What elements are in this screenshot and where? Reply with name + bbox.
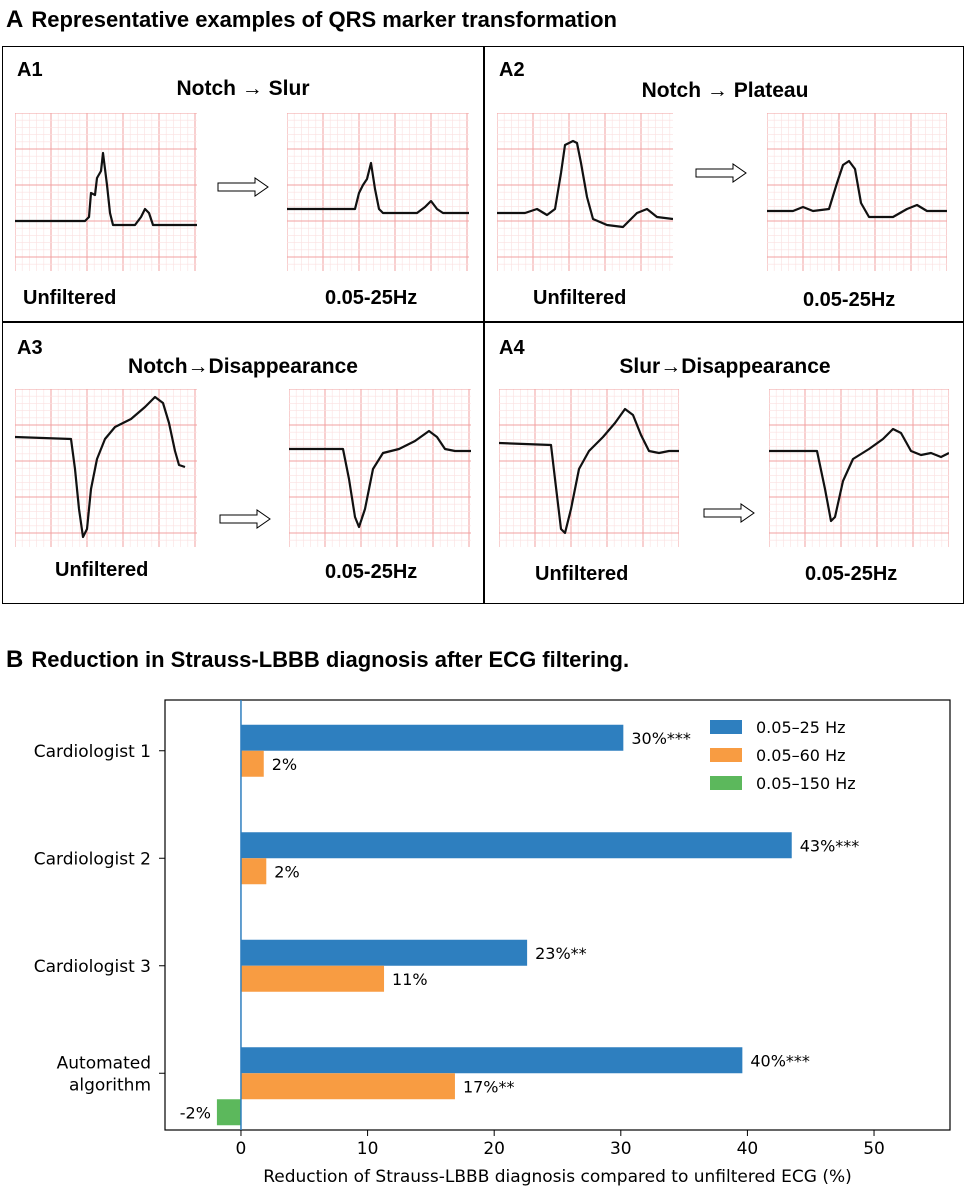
x-tick-label: 50 xyxy=(863,1139,885,1159)
ecg-trace-a3-filtered xyxy=(289,389,471,547)
bar xyxy=(240,724,624,751)
caption-a3-filtered: 0.05-25Hz xyxy=(325,561,418,583)
category-label: Cardiologist 3 xyxy=(34,957,151,977)
arrow-a1 xyxy=(217,177,269,197)
arrow-a4 xyxy=(703,503,755,523)
caption-a3-unfiltered: Unfiltered xyxy=(55,559,149,581)
panel-a3-label: A3 xyxy=(17,337,43,359)
data-label: -2% xyxy=(180,1103,211,1122)
section-a-title: A Representative examples of QRS marker t… xyxy=(6,6,617,34)
data-label: 23%** xyxy=(535,944,587,963)
data-label: 17%** xyxy=(463,1077,515,1096)
data-label: 2% xyxy=(274,862,299,881)
section-b-title: B Reduction in Strauss-LBBB diagnosis aft… xyxy=(6,646,629,674)
bar xyxy=(240,858,267,885)
panel-divider-horizontal xyxy=(3,321,963,323)
category-label: algorithm xyxy=(69,1075,151,1095)
legend-swatch xyxy=(710,776,742,790)
x-tick-label: 20 xyxy=(483,1139,505,1159)
bar xyxy=(240,832,792,859)
x-axis-label: Reduction of Strauss-LBBB diagnosis comp… xyxy=(263,1167,852,1187)
caption-a2-unfiltered: Unfiltered xyxy=(533,287,627,309)
bar xyxy=(240,1047,743,1074)
ecg-trace-a1-unfiltered xyxy=(15,113,197,271)
legend-label: 0.05–150 Hz xyxy=(756,774,856,793)
panel-divider-vertical xyxy=(483,47,485,603)
bar xyxy=(240,939,528,966)
legend-label: 0.05–25 Hz xyxy=(756,718,846,737)
ecg-trace-a4-unfiltered xyxy=(499,389,679,547)
data-label: 2% xyxy=(272,755,297,774)
bar-chart: 30%*** 2% Cardiologist 1 43%*** 2% Cardiologi… xyxy=(34,699,951,1187)
ecg-unfiltered-a1 xyxy=(15,113,197,271)
x-tick-label: 0 xyxy=(236,1139,247,1159)
caption-a1-filtered: 0.05-25Hz xyxy=(325,287,418,309)
panel-a2-title: Notch → Plateau xyxy=(641,79,809,102)
panel-a1-label: A1 xyxy=(17,59,43,81)
ecg-unfiltered-a2 xyxy=(497,113,673,271)
arrow-a3 xyxy=(219,509,271,529)
section-b-title-text: Reduction in Strauss-LBBB diagnosis afte… xyxy=(31,647,630,672)
section-a-title-text: Representative examples of QRS marker tr… xyxy=(31,7,617,32)
ecg-filtered-a3 xyxy=(289,389,471,547)
caption-a2-filtered: 0.05-25Hz xyxy=(803,289,896,311)
ecg-unfiltered-a3 xyxy=(15,389,197,547)
category-label: Cardiologist 2 xyxy=(34,849,151,869)
ecg-panel-grid: A1 Notch → Slur Unfiltered 0.05-25Hz A2 … xyxy=(2,46,964,604)
ecg-filtered-a1 xyxy=(287,113,469,271)
x-tick-label: 10 xyxy=(357,1139,379,1159)
ecg-unfiltered-a4 xyxy=(499,389,679,547)
data-label: 30%*** xyxy=(631,729,691,748)
data-label: 11% xyxy=(392,970,428,989)
section-a-letter: A xyxy=(6,6,24,33)
panel-a4-label: A4 xyxy=(499,337,525,359)
bar xyxy=(240,965,385,992)
ecg-trace-a3-unfiltered xyxy=(15,389,197,547)
panel-a4: A4 Slur→Disappearance Unfiltered 0.05-25… xyxy=(485,323,965,597)
panel-a2: A2 Notch → Plateau Unfiltered 0.05-25Hz xyxy=(485,47,965,321)
panel-a3: A3 Notch→Disappearance Unfiltered 0.05-2… xyxy=(3,323,483,597)
legend-label: 0.05–60 Hz xyxy=(756,746,846,765)
plot-frame xyxy=(164,699,951,1131)
caption-a4-unfiltered: Unfiltered xyxy=(535,563,629,585)
category-label: Automated xyxy=(57,1053,151,1073)
legend-swatch xyxy=(710,720,742,734)
bar xyxy=(240,750,264,777)
ecg-trace-a2-unfiltered xyxy=(497,113,673,271)
category-label: Cardiologist 1 xyxy=(34,742,151,762)
bar xyxy=(216,1099,241,1126)
ecg-filtered-a2 xyxy=(767,113,947,271)
ecg-trace-a2-filtered xyxy=(767,113,947,271)
x-tick-label: 30 xyxy=(610,1139,632,1159)
x-tick-label: 40 xyxy=(737,1139,759,1159)
ecg-trace-a1-filtered xyxy=(287,113,469,271)
panel-a2-label: A2 xyxy=(499,59,525,81)
arrow-a2 xyxy=(695,163,747,183)
bar xyxy=(240,1073,455,1100)
legend-swatch xyxy=(710,748,742,762)
ecg-trace-a4-filtered xyxy=(769,389,949,547)
panel-a3-title: Notch→Disappearance xyxy=(128,355,358,378)
panel-a1: A1 Notch → Slur Unfiltered 0.05-25Hz xyxy=(3,47,483,321)
ecg-filtered-a4 xyxy=(769,389,949,547)
panel-a1-title: Notch → Slur xyxy=(176,77,310,100)
caption-a4-filtered: 0.05-25Hz xyxy=(805,563,898,585)
data-label: 40%*** xyxy=(750,1051,810,1070)
data-label: 43%*** xyxy=(800,836,860,855)
panel-a4-title: Slur→Disappearance xyxy=(619,355,831,378)
caption-a1-unfiltered: Unfiltered xyxy=(23,287,117,309)
section-b-letter: B xyxy=(6,646,24,673)
